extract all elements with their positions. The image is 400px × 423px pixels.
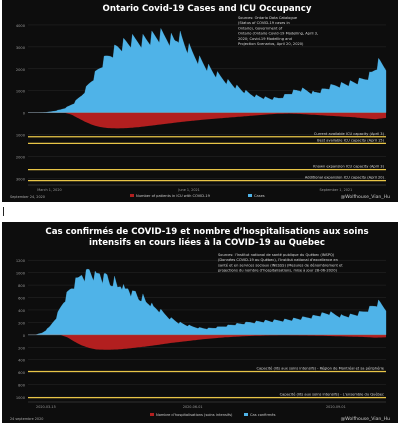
- icu-area: [28, 112, 386, 129]
- legend-swatch-cases: [244, 413, 248, 416]
- quebec-chart-panel: Cas confirmés de COVID-19 et nombre d’ho…: [2, 222, 398, 423]
- legend-icu-label: Nombre d’hospitalisations (soins intensi…: [156, 413, 233, 417]
- capacity-label: Best available ICU capacity (April 15): [317, 138, 384, 142]
- y-tick-label: 3000: [16, 177, 26, 181]
- footer-author: @Wolfhouse_Vian_Hu: [341, 194, 391, 200]
- icu-area: [28, 334, 386, 350]
- y-tick-label: 200: [18, 321, 26, 325]
- source-text: (Données COVID-19 au Québec), l’Institut…: [218, 258, 338, 262]
- y-tick-label: 200: [18, 346, 26, 350]
- y-tick-label: 1000: [16, 134, 26, 138]
- legend-icu-label: Number of patients in ICU with COVID-19: [136, 194, 211, 198]
- source-text: projections du nombre d’hospitalisations…: [218, 269, 337, 273]
- x-tick-label: March 1, 2020: [37, 188, 61, 192]
- source-text: Ontario), Government of: [238, 26, 283, 30]
- chart-title: intensifs en cours liées à la COVID-19 a…: [89, 237, 325, 248]
- x-tick-label: 2020-03-15: [36, 405, 56, 409]
- y-tick-label: 2000: [16, 68, 26, 72]
- legend-cases-label: Cases: [254, 194, 265, 198]
- capacity-label: Capacité (lits aux soins intensifs) - Ré…: [257, 367, 385, 371]
- y-tick-label: 3000: [16, 46, 26, 50]
- source-text: Projection Scenarios, April 20, 2020): [238, 42, 304, 46]
- source-text: Sources: l’Institut national de santé pu…: [218, 253, 335, 257]
- y-tick-label: 600: [18, 297, 26, 301]
- capacity-label: Current available ICU capacity (April 3): [314, 132, 385, 136]
- source-text: santé et en services sociaux (INESSS) (M…: [218, 263, 343, 267]
- y-tick-label: 2000: [16, 156, 26, 160]
- cases-area: [27, 268, 387, 335]
- source-text: 2020; Covid-19 Modelling and: [238, 37, 292, 41]
- y-tick-label: 800: [18, 284, 26, 288]
- chart-title: Cas confirmés de COVID-19 et nombre d’ho…: [45, 226, 368, 237]
- separator: [3, 207, 4, 216]
- y-tick-label: 400: [18, 309, 26, 313]
- y-tick-label: 1200: [16, 259, 26, 263]
- ontario-chart-panel: Ontario Covid-19 Cases and ICU Occupancy…: [2, 0, 398, 202]
- x-tick-label: September 1, 2021: [319, 188, 352, 192]
- capacity-label: Additional expansion ICU capacity (April…: [305, 176, 385, 180]
- source-text: Ontario (Ontario Covid-19 Modelling, Apr…: [238, 32, 318, 36]
- footer-date: 24 septembre 2020: [10, 417, 43, 421]
- chart-title: Ontario Covid-19 Cases and ICU Occupancy: [103, 4, 312, 14]
- y-tick-label: 0: [23, 334, 26, 338]
- footer-author: @Wolfhouse_Vian_Hu: [341, 416, 391, 422]
- y-tick-label: 1000: [16, 90, 26, 94]
- y-tick-label: 400: [18, 359, 26, 363]
- legend-cases-label: Cas confirmés: [250, 413, 276, 417]
- x-tick-label: 2020-06-01: [183, 405, 203, 409]
- quebec-chart: Cas confirmés de COVID-19 et nombre d’ho…: [10, 226, 391, 422]
- cases-area: [27, 27, 387, 113]
- y-tick-label: 4000: [16, 24, 26, 28]
- y-tick-label: 1000: [16, 272, 26, 276]
- footer-date: September 24, 2020: [10, 195, 45, 199]
- y-tick-label: 800: [18, 384, 26, 388]
- legend-swatch-cases: [248, 194, 252, 197]
- source-text: Sources: Ontario Data Catalogue: [238, 16, 298, 20]
- capacity-label: Capacité (lits aux soins intensifs) - L’…: [280, 393, 384, 397]
- x-tick-label: June 1, 2021: [177, 188, 199, 192]
- y-tick-label: 600: [18, 371, 26, 375]
- y-tick-label: 0: [23, 112, 26, 116]
- source-text: (Status of COVID-19 cases in: [238, 21, 290, 25]
- capacity-label: Known expansion ICU capacity (April 3): [313, 165, 384, 169]
- legend-swatch-icu: [150, 413, 154, 416]
- y-tick-label: 1000: [16, 396, 26, 400]
- x-tick-label: 2020-09-01: [326, 405, 346, 409]
- ontario-chart: Ontario Covid-19 Cases and ICU Occupancy…: [10, 4, 391, 200]
- legend-swatch-icu: [130, 194, 134, 197]
